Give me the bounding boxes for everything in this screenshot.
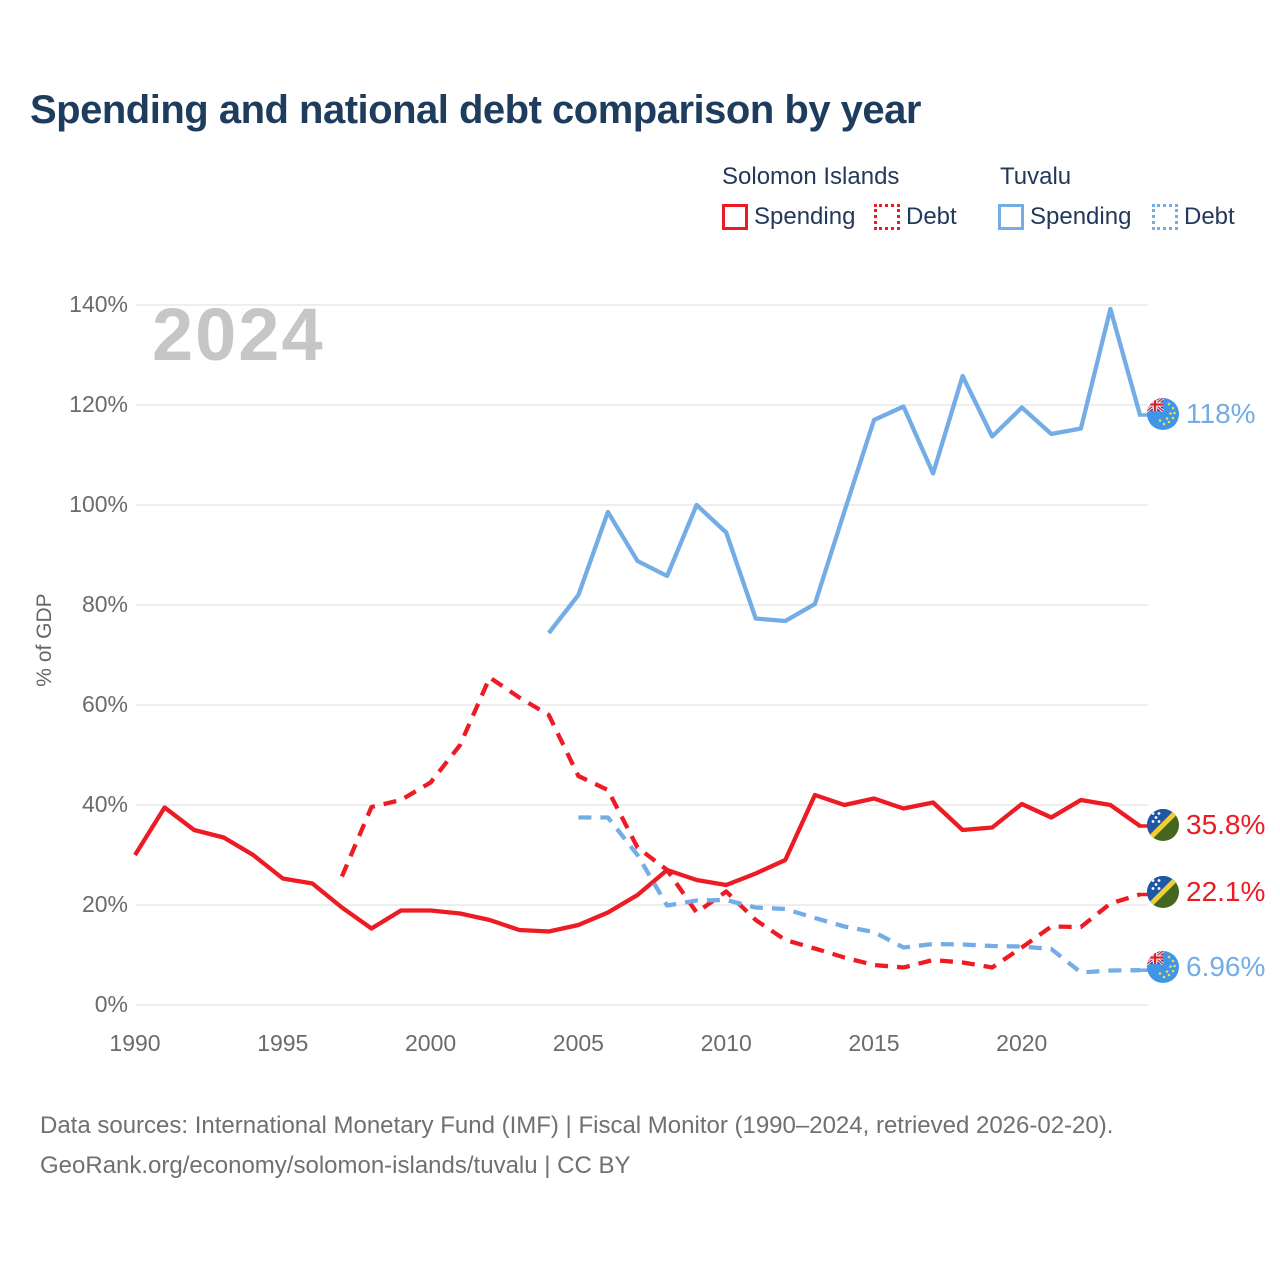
x-tick-label: 1995 (257, 1030, 309, 1056)
y-tick-label: 20% (81, 891, 128, 917)
x-tick-label: 2015 (848, 1030, 900, 1056)
si-debt-swatch-icon (874, 204, 900, 230)
legend-item-tv-debt: Debt (1152, 203, 1235, 231)
x-tick-label: 2000 (404, 1030, 457, 1056)
y-tick-label: 100% (69, 491, 128, 517)
end-label-si-debt: 22.1% (1147, 876, 1265, 908)
solomon-islands-flag-icon (1147, 876, 1179, 908)
data-source-footer: Data sources: International Monetary Fun… (40, 1106, 1113, 1186)
page-title: Spending and national debt comparison by… (30, 88, 921, 132)
legend-item-label: Spending (1030, 203, 1132, 230)
x-tick-label: 2010 (700, 1030, 752, 1056)
si-spending-swatch-icon (722, 204, 748, 230)
legend-item-label: Spending (754, 203, 856, 230)
end-label-value: 6.96% (1186, 951, 1266, 982)
end-label-tuvalu-debt: 6.96% (1147, 951, 1265, 983)
legend-item-si-debt: Debt (874, 203, 957, 231)
legend-item-si-spending: Spending (722, 203, 855, 231)
series-line-tuvalu-spending (547, 306, 1143, 635)
y-tick-label: 120% (69, 391, 128, 417)
end-label-tuvalu-spending: 118% (1147, 398, 1256, 430)
y-tick-label: 60% (81, 691, 128, 717)
footer-line-2: GeoRank.org/economy/solomon-islands/tuva… (40, 1152, 631, 1179)
solomon-islands-flag-icon (1147, 809, 1179, 841)
x-tick-label: 2020 (996, 1030, 1048, 1056)
legend-group-tuvalu: Tuvalu (1000, 163, 1072, 190)
y-tick-label: 80% (81, 591, 128, 617)
end-label-value: 118% (1186, 398, 1256, 429)
legend-item-label: Debt (906, 203, 957, 230)
series-line-solomon-islands-spending (133, 792, 1142, 934)
y-tick-label: 0% (94, 991, 128, 1017)
legend-item-tv-spending: Spending (998, 203, 1131, 231)
legend-item-label: Debt (1184, 203, 1235, 230)
x-tick-label: 1990 (109, 1030, 161, 1056)
x-tick-label: 2005 (552, 1030, 604, 1056)
end-label-si-spending: 35.8% (1147, 809, 1265, 841)
y-tick-label: 40% (81, 791, 128, 817)
tuvalu-flag-icon (1147, 398, 1179, 430)
tv-spending-swatch-icon (998, 204, 1024, 230)
y-tick-label: 140% (69, 291, 128, 317)
year-watermark: 2024 (152, 293, 325, 376)
tv-debt-swatch-icon (1152, 204, 1178, 230)
series-line-tuvalu-debt (578, 815, 1141, 975)
legend-group-solomon-islands: Solomon Islands (722, 163, 900, 190)
end-label-value: 35.8% (1186, 809, 1266, 840)
series-line-solomon-islands-debt (339, 675, 1141, 970)
footer-line-1: Data sources: International Monetary Fun… (40, 1112, 1114, 1139)
end-label-value: 22.1% (1186, 876, 1266, 907)
tuvalu-flag-icon (1147, 951, 1179, 983)
